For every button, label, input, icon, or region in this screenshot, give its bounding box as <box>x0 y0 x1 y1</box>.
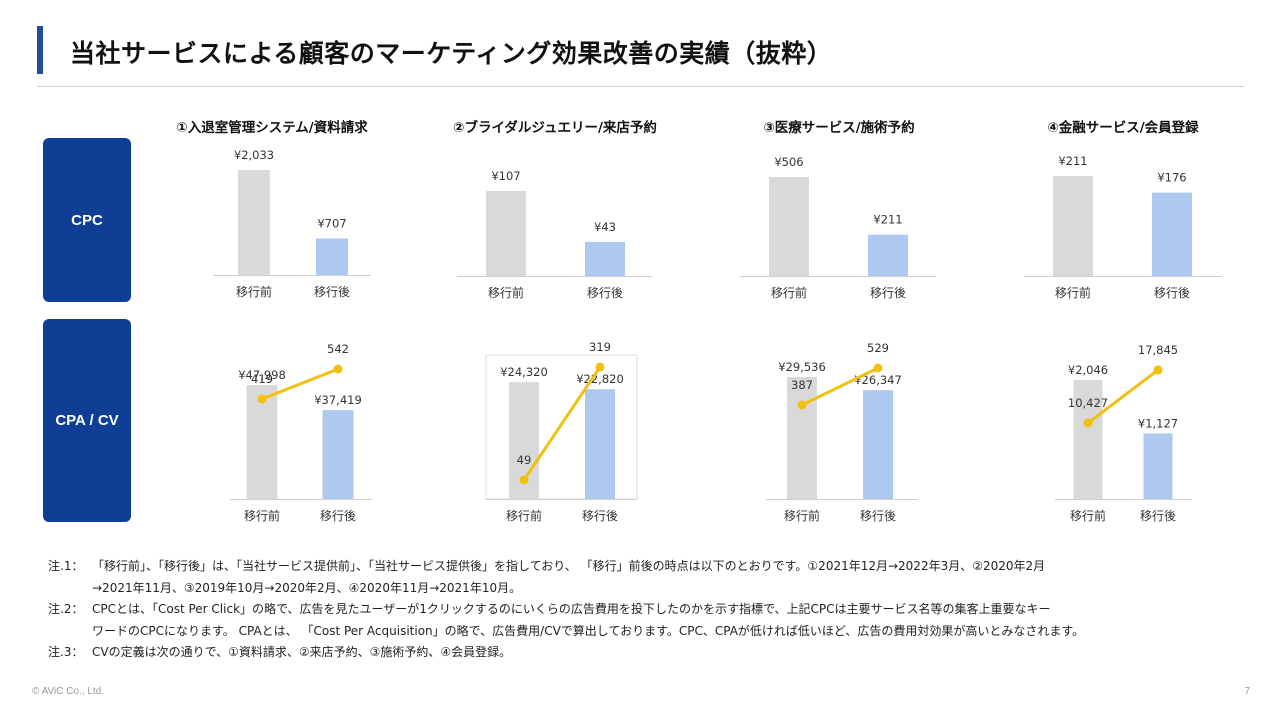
panel-3-x-tick: 移行前 <box>771 285 807 300</box>
panel-8-line-point <box>1153 365 1163 375</box>
panel-4-bar-label: ¥211 <box>1058 154 1087 168</box>
panel-8-x-tick: 移行後 <box>1140 509 1176 523</box>
category-title-4: ④金融サービス/会員登録 <box>1047 120 1199 136</box>
panel-3-bar-after <box>868 234 908 276</box>
panel-3-bar-label: ¥211 <box>873 213 902 227</box>
note-text: 「移行前」、「移行後」は、「当社サービス提供前」、「当社サービス提供後」を指して… <box>92 559 1046 573</box>
panel-5-bar-before <box>246 385 278 499</box>
panel-6-bar-label: ¥22,820 <box>576 372 624 386</box>
panel-6-x-tick: 移行後 <box>582 509 618 523</box>
title-divider <box>37 86 1244 87</box>
panel-1-x-tick: 移行後 <box>314 285 350 299</box>
panel-8-bar-label: ¥2,046 <box>1068 363 1108 377</box>
category-title-3: ③医療サービス/施術予約 <box>763 120 915 136</box>
panel-2-x-tick: 移行前 <box>488 285 524 300</box>
panel-3-bar-before <box>769 177 809 276</box>
panel-5-line-point <box>257 394 267 404</box>
panel-7-x-tick: 移行前 <box>784 508 820 523</box>
panel-1-bar-before <box>238 170 270 275</box>
panel-6-line-point <box>519 475 529 485</box>
panel-6-line-label: 49 <box>517 453 532 467</box>
panel-6-line-point <box>595 362 605 372</box>
panel-8-bar-label: ¥1,127 <box>1138 416 1178 430</box>
panel-7-line-point <box>797 400 807 410</box>
panel-4-x-tick: 移行前 <box>1055 285 1091 300</box>
panel-2-bar-label: ¥43 <box>594 220 616 234</box>
panel-2-bar-before <box>486 191 526 276</box>
panel-6-bar-label: ¥24,320 <box>500 365 548 379</box>
panel-5-x-tick: 移行後 <box>320 509 356 523</box>
panel-5-x-tick: 移行前 <box>244 508 280 523</box>
note-text: ワードのCPCになります。 CPAとは、 「Cost Per Acquisiti… <box>92 623 1085 638</box>
panel-5-line-label: 419 <box>251 372 273 386</box>
panel-8-bar-before <box>1073 380 1103 499</box>
note-3: 注.3： CVの定義は次の通りで、①資料請求、②来店予約、③施術予約、④会員登録… <box>48 642 1248 664</box>
panel-4-bar-label: ¥176 <box>1157 171 1186 185</box>
panel-4-x-tick: 移行後 <box>1154 286 1190 300</box>
panel-5-bar-label: ¥37,419 <box>314 393 362 407</box>
panel-4-bar-after <box>1152 192 1192 276</box>
panel-4-bar-before <box>1053 176 1093 276</box>
row-label-cpa: CPA / CV <box>43 319 131 522</box>
panel-6-line-series <box>522 366 602 481</box>
category-title-1: ①入退室管理システム/資料請求 <box>176 120 368 136</box>
panel-1-bar-label: ¥707 <box>317 216 346 230</box>
title-accent-bar <box>37 26 43 74</box>
panel-2-bar-after <box>585 241 625 276</box>
panel-5-bar-label: ¥47,998 <box>238 368 286 382</box>
footnotes: 注.1： 「移行前」、「移行後」は、「当社サービス提供前」、「当社サービス提供後… <box>48 556 1248 664</box>
panel-7-x-tick: 移行後 <box>860 509 896 523</box>
panel-8-line-point <box>1083 418 1093 428</box>
note-key: 注.3： <box>48 645 84 659</box>
panel-8-line-label: 10,427 <box>1068 396 1108 410</box>
panel-6-bar-after <box>585 389 615 499</box>
panel-1-bar-label: ¥2,033 <box>234 148 274 162</box>
page-title: 当社サービスによる顧客のマーケティング効果改善の実績（抜粋） <box>70 39 833 68</box>
page-number: 7 <box>1244 686 1250 697</box>
panel-7-line-label: 529 <box>867 341 889 355</box>
panel-2-bar-label: ¥107 <box>491 169 520 183</box>
panel-5-line-series <box>261 367 339 401</box>
panel-6-x-tick: 移行前 <box>506 508 542 523</box>
panel-5-line-point <box>333 364 343 374</box>
panel-7-bar-before <box>787 377 817 499</box>
panel-8-bar-after <box>1143 433 1173 499</box>
panel-1-bar-after <box>316 238 348 275</box>
note-2: 注.2： CPCとは、「Cost Per Click」の略で、広告を見たユーザー… <box>48 599 1248 621</box>
panel-7-line-point <box>873 363 883 373</box>
panel-2-x-tick: 移行後 <box>587 286 623 300</box>
panel-7-bar-after <box>863 390 893 499</box>
panel-7-bar-label: ¥26,347 <box>854 373 902 387</box>
panel-7-bar-label: ¥29,536 <box>778 360 826 374</box>
note-text: CVの定義は次の通りで、①資料請求、②来店予約、③施術予約、④会員登録。 <box>92 645 512 659</box>
row-label-cpc: CPC <box>43 138 131 302</box>
note-text: CPCとは、「Cost Per Click」の略で、広告を見たユーザーが1クリッ… <box>92 602 1051 616</box>
note-text: →2021年11月、③2019年10月→2020年2月、④2020年11月→20… <box>92 580 522 595</box>
note-1: 注.1： 「移行前」、「移行後」は、「当社サービス提供前」、「当社サービス提供後… <box>48 556 1248 578</box>
panel-8-line-series <box>1087 368 1159 425</box>
copyright: © AViC Co., Ltd. <box>32 686 105 697</box>
note-key: 注.2： <box>48 602 84 616</box>
panel-8-x-tick: 移行前 <box>1070 508 1106 523</box>
note-key: 注.1： <box>48 559 84 573</box>
panel-5-bar-after <box>322 410 354 499</box>
panel-6-line-label: 319 <box>589 340 611 354</box>
panel-7-line-label: 387 <box>791 378 813 392</box>
panel-8-line-label: 17,845 <box>1138 343 1178 357</box>
panel-3-x-tick: 移行後 <box>870 286 906 300</box>
panel-1-x-tick: 移行前 <box>236 284 272 299</box>
category-title-2: ②ブライダルジュエリー/来店予約 <box>453 120 657 136</box>
panel-3-bar-label: ¥506 <box>774 155 803 169</box>
panel-7-line-series <box>801 366 879 407</box>
panel-5-line-label: 542 <box>327 342 349 356</box>
